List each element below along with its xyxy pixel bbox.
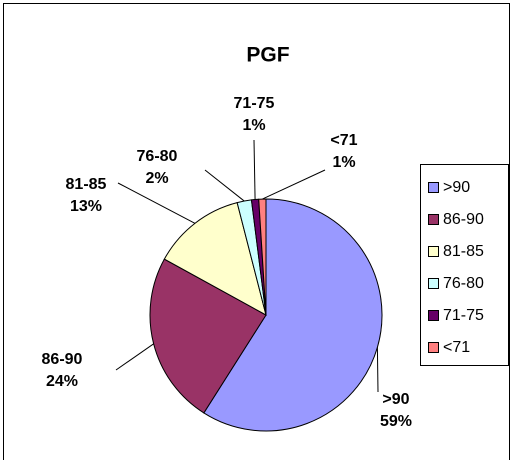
data-label-value: 24% [46,373,78,390]
leader-line [262,169,326,200]
leader-line [117,182,196,224]
legend-swatch [428,342,439,353]
legend-label: 86-90 [443,211,484,228]
data-label-name: >90 [382,391,409,408]
data-label-value: 1% [242,117,265,134]
leader-line [253,139,256,200]
legend-label: >90 [443,179,470,196]
legend [420,164,509,366]
legend-swatch [428,310,439,321]
legend-swatch [428,246,439,257]
data-label-value: 59% [380,413,412,430]
legend-swatch [428,278,439,289]
legend-swatch [428,214,439,225]
legend-label: 76-80 [443,275,484,292]
data-label-name: 76-80 [137,148,178,165]
leader-line [376,347,379,393]
pie-slice [163,202,267,316]
leader-line [204,169,245,202]
legend-label: 71-75 [443,307,484,324]
data-label-value: 13% [70,198,102,215]
pie-slice [258,198,267,316]
chart-title: PGF [246,44,289,67]
data-label-name: 81-85 [66,176,107,193]
legend-label: 81-85 [443,243,484,260]
legend-swatch [428,182,439,193]
data-label-name: 86-90 [42,351,83,368]
legend-label: <71 [443,339,470,356]
data-label-name: 71-75 [234,95,275,112]
leader-line [115,343,154,371]
data-label-value: 2% [145,170,168,187]
data-label-value: 1% [332,154,355,171]
data-label-name: <71 [330,132,357,149]
